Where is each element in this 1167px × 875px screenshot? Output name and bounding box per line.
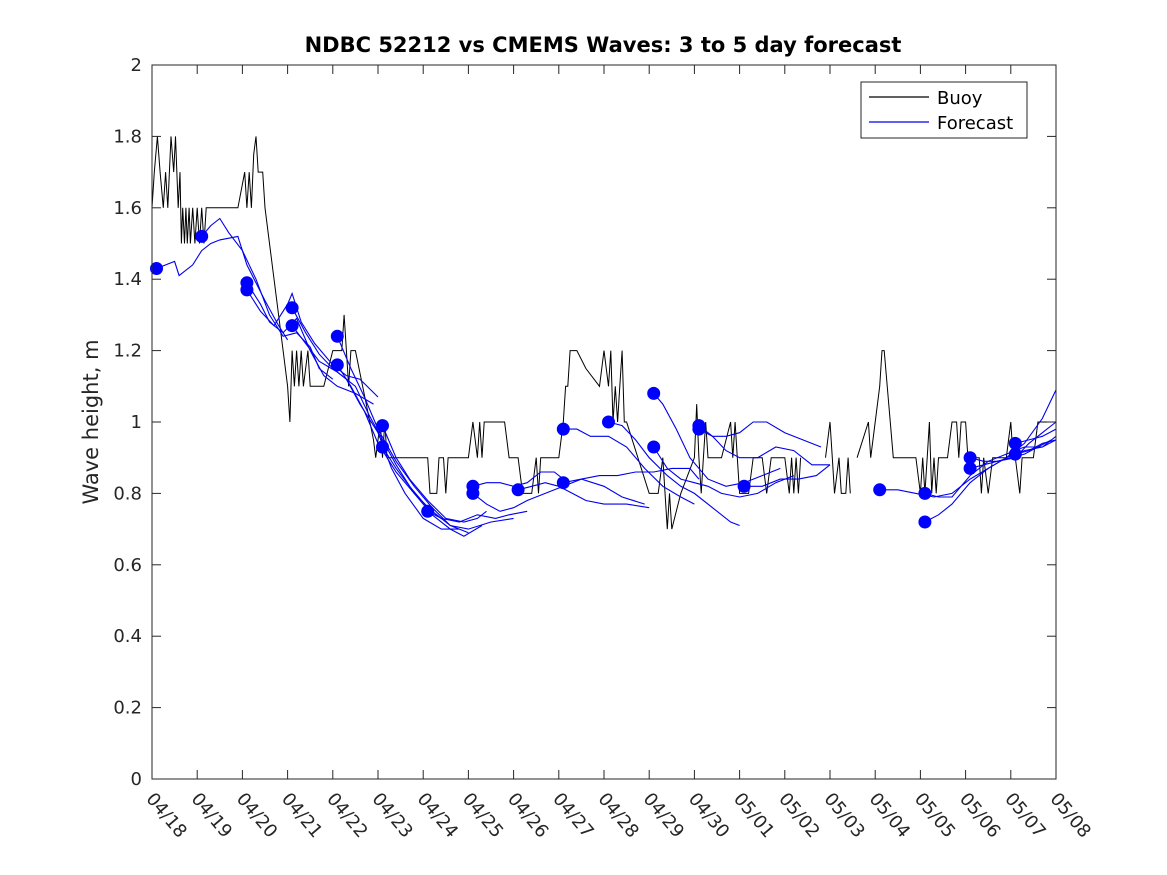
- forecast-line-10: [427, 510, 528, 523]
- forecast-line-18: [653, 446, 795, 498]
- forecast-start-marker-3: [240, 283, 254, 297]
- forecast-series: [156, 217, 1057, 537]
- y-tick-label-3: 0.6: [113, 555, 142, 576]
- forecast-line-17: [653, 393, 781, 487]
- forecast-line-13: [517, 482, 650, 509]
- forecast-start-marker-17: [647, 386, 661, 400]
- y-tick-label-10: 2: [131, 55, 142, 76]
- forecast-start-marker-9: [376, 440, 389, 454]
- forecast-start-marker-15: [556, 476, 570, 490]
- forecast-start-marker-13: [511, 483, 525, 497]
- forecast-line-27: [1015, 428, 1057, 444]
- forecast-line-7: [336, 364, 483, 537]
- forecast-line-12: [472, 478, 645, 512]
- forecast-line-24: [924, 389, 1057, 523]
- legend-label-forecast: Forecast: [937, 113, 1013, 134]
- buoy-line-segment-0: [151, 136, 802, 530]
- forecast-start-marker-22: [873, 483, 887, 497]
- forecast-start-marker-20: [692, 422, 706, 436]
- forecast-line-8: [381, 425, 487, 523]
- buoy-line-segment-2: [856, 350, 1056, 494]
- forecast-start-marker-26: [963, 461, 977, 475]
- chart-title: NDBC 52212 vs CMEMS Waves: 3 to 5 day fo…: [305, 33, 902, 57]
- forecast-start-marker-18: [647, 440, 661, 454]
- forecast-line-19: [698, 425, 830, 466]
- legend: Buoy Forecast: [860, 81, 1028, 139]
- forecast-start-marker-8: [376, 419, 389, 433]
- buoy-line-segment-1: [825, 421, 851, 494]
- forecast-start-marker-5: [285, 319, 299, 333]
- y-tick-label-5: 1: [131, 412, 142, 433]
- forecast-line-15: [563, 467, 700, 484]
- forecast-start-marker-23: [918, 486, 932, 500]
- forecast-line-21: [744, 464, 831, 487]
- forecast-line-2: [246, 282, 374, 405]
- forecast-start-marker-10: [421, 504, 435, 518]
- forecast-start-marker-27: [1008, 436, 1022, 450]
- forecast-start-markers: [150, 229, 1022, 529]
- forecast-start-marker-24: [918, 515, 932, 529]
- y-tick-label-9: 1.8: [113, 126, 142, 147]
- forecast-start-marker-16: [602, 415, 615, 429]
- forecast-start-marker-7: [330, 358, 344, 372]
- forecast-start-marker-14: [556, 422, 570, 436]
- y-axis-label: Wave height, m: [79, 339, 103, 504]
- forecast-line-6: [336, 336, 514, 530]
- legend-box: [860, 81, 1028, 139]
- forecast-start-marker-21: [737, 479, 751, 493]
- forecast-start-marker-28: [1008, 447, 1022, 461]
- y-tick-label-7: 1.4: [113, 269, 142, 290]
- forecast-line-20: [698, 421, 822, 448]
- y-tick-label-8: 1.6: [113, 198, 142, 219]
- forecast-line-14: [563, 428, 695, 505]
- forecast-start-marker-1: [195, 229, 209, 243]
- y-tick-label-1: 0.2: [113, 698, 142, 719]
- forecast-line-28: [1015, 439, 1057, 455]
- forecast-line-4: [291, 307, 460, 530]
- forecast-line-16: [608, 421, 740, 527]
- forecast-line-3: [246, 289, 379, 398]
- forecast-start-marker-4: [285, 301, 299, 315]
- forecast-start-marker-25: [963, 451, 977, 465]
- y-tick-label-0: 0: [131, 769, 142, 790]
- buoy-series: [151, 136, 1056, 530]
- y-tick-label-6: 1.2: [113, 341, 142, 362]
- forecast-line-0: [156, 235, 289, 341]
- forecast-start-marker-6: [330, 329, 344, 343]
- forecast-start-marker-0: [150, 262, 163, 275]
- y-tick-label-4: 0.8: [113, 483, 142, 504]
- y-axis-ticks: 0 0.2 0.4 0.6 0.8 1 1.2 1.4 1.6 1.8 2: [113, 55, 1056, 790]
- forecast-start-marker-12: [466, 486, 480, 500]
- y-tick-label-2: 0.4: [113, 626, 142, 647]
- legend-label-buoy: Buoy: [937, 88, 983, 109]
